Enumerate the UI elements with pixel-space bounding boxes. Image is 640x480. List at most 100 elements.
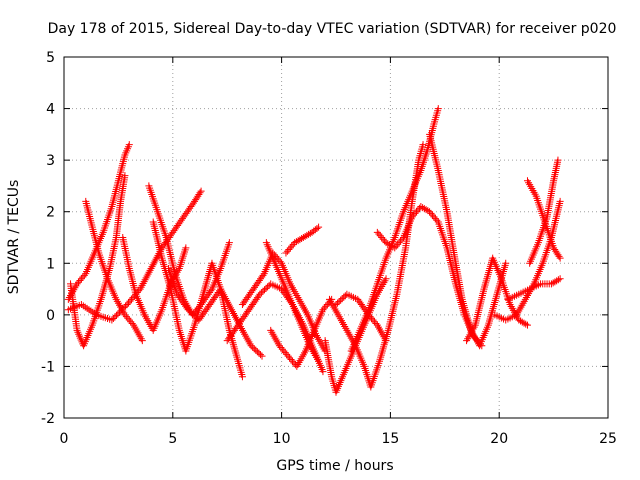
grid-lines	[64, 57, 608, 418]
data-point	[315, 357, 323, 365]
axis-ticks: 0 5 10 15 20 25 -2 -1 0 1 2 3 4 5	[41, 50, 617, 447]
y-axis-label: SDTVAR / TECUs	[6, 180, 22, 295]
y-tick-label: 2	[46, 205, 55, 221]
data-point	[120, 304, 128, 312]
series-track-7	[149, 218, 246, 381]
data-point	[256, 351, 264, 359]
data-point	[340, 293, 348, 301]
data-point	[264, 283, 272, 291]
data-point	[392, 242, 400, 250]
data-point	[253, 348, 261, 356]
data-point	[320, 304, 328, 312]
series-track-16	[332, 290, 390, 345]
series-track-21	[491, 197, 564, 324]
data-point	[262, 284, 270, 292]
data-point	[410, 211, 418, 219]
data-point	[111, 313, 119, 321]
data-point	[277, 344, 285, 352]
plot-frame	[63, 56, 609, 419]
series-track-8	[164, 264, 266, 360]
data-point	[428, 211, 436, 219]
data-point	[382, 337, 390, 345]
data-point	[372, 319, 380, 327]
data-point	[288, 242, 296, 250]
data-point	[394, 240, 402, 248]
data-point	[287, 356, 295, 364]
x-tick-label: 25	[599, 431, 617, 447]
data-point	[284, 352, 292, 360]
data-point	[430, 213, 438, 221]
data-point	[433, 216, 441, 224]
data-point	[80, 271, 88, 279]
data-point	[250, 345, 258, 353]
x-tick-label: 5	[168, 431, 177, 447]
data-point	[427, 209, 435, 217]
data-point	[431, 215, 439, 223]
data-point	[376, 232, 384, 240]
y-tick-label: -2	[41, 411, 55, 427]
data-point	[522, 320, 530, 328]
y-tick-label: 1	[46, 256, 55, 272]
data-point	[283, 247, 291, 255]
data-point	[313, 224, 321, 232]
data-point	[398, 235, 406, 243]
data-point	[319, 368, 327, 376]
series-track-20	[463, 254, 531, 345]
series-track-17	[347, 105, 442, 355]
data-point	[373, 228, 381, 236]
data-point	[182, 244, 190, 252]
data-point	[225, 239, 233, 247]
series-track-23	[504, 275, 564, 303]
data-point	[283, 350, 291, 358]
data-point	[554, 276, 562, 284]
data-point	[338, 295, 346, 303]
data-point	[123, 301, 131, 309]
data-point	[125, 299, 133, 307]
data-point	[397, 237, 405, 245]
data-point	[207, 287, 215, 295]
data-point	[379, 235, 387, 243]
data-point	[382, 275, 390, 283]
data-point	[554, 156, 562, 164]
data-point	[77, 275, 85, 283]
data-point	[273, 254, 281, 262]
data-point	[108, 316, 116, 324]
y-tick-label: 4	[46, 102, 55, 118]
x-tick-label: 20	[490, 431, 508, 447]
data-point	[378, 234, 386, 241]
data-point	[332, 301, 340, 309]
data-point	[259, 287, 267, 295]
data-point	[502, 259, 510, 267]
data-point	[369, 316, 377, 324]
y-tick-label: -1	[41, 359, 55, 375]
series-track-12	[267, 295, 336, 370]
data-point	[79, 273, 87, 281]
data-point	[368, 314, 376, 322]
data-point	[389, 243, 397, 251]
series-track-13	[282, 223, 323, 257]
data-point	[556, 254, 564, 262]
data-point	[196, 189, 204, 197]
data-point	[124, 314, 132, 322]
y-tick-label: 5	[46, 50, 55, 66]
data-point	[280, 347, 288, 355]
chart-title: Day 178 of 2015, Sidereal Day-to-day VTE…	[48, 21, 617, 37]
data-point	[128, 319, 136, 327]
data-point	[282, 249, 290, 257]
data-point	[395, 239, 403, 247]
data-point	[184, 306, 192, 314]
data-points	[64, 105, 564, 396]
data-point	[322, 302, 330, 310]
data-point	[419, 141, 427, 149]
data-point	[252, 346, 260, 354]
x-tick-label: 0	[60, 431, 69, 447]
series-track-24	[526, 156, 562, 267]
data-point	[122, 313, 130, 321]
data-point	[138, 337, 146, 345]
data-point	[127, 295, 135, 303]
data-point	[334, 299, 342, 307]
data-point	[186, 307, 194, 315]
data-point	[249, 343, 257, 351]
series-track-14	[321, 275, 390, 396]
data-point	[288, 357, 296, 365]
